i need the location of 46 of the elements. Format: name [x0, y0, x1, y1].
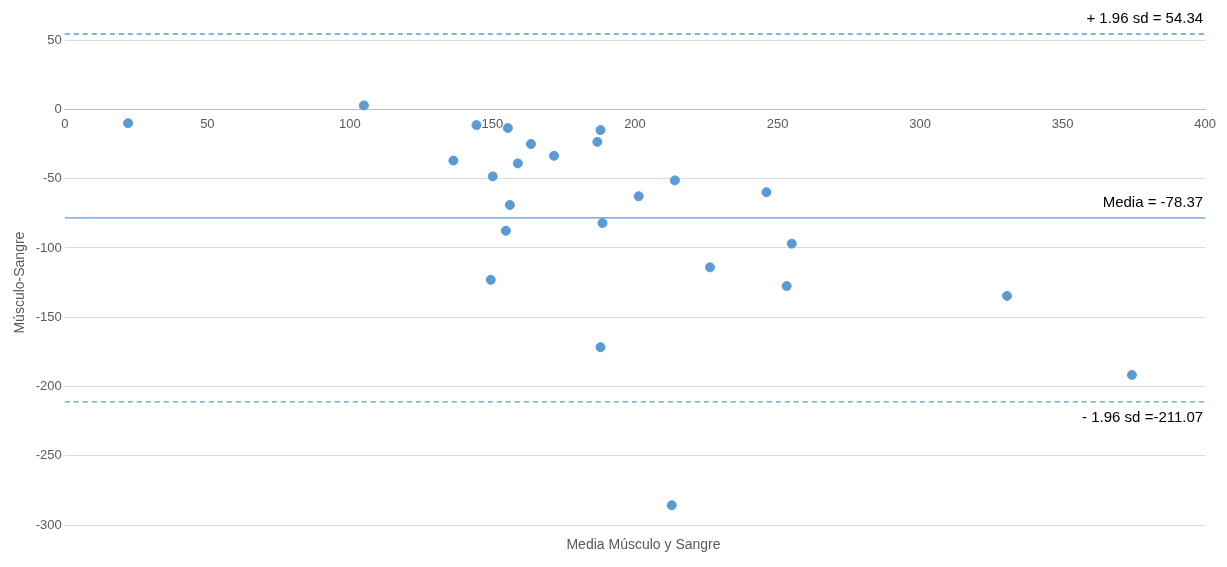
- y-tick-label: -250: [35, 447, 62, 463]
- point: [595, 125, 606, 136]
- point: [502, 123, 513, 134]
- point: [592, 136, 603, 147]
- ref-line-label: - 1.96 sd =-211.07: [1082, 407, 1204, 425]
- point: [549, 150, 560, 161]
- point: [781, 281, 792, 292]
- ref-line-label: Media = -78.37: [1102, 192, 1204, 210]
- point: [669, 175, 680, 186]
- y-tick-label: -50: [43, 170, 62, 186]
- point: [633, 191, 644, 202]
- point: [761, 187, 772, 198]
- point: [525, 138, 536, 149]
- y-tick-label: -300: [35, 516, 62, 532]
- point: [358, 100, 369, 111]
- point: [704, 262, 715, 273]
- point: [123, 118, 134, 129]
- x-tick-label: 100: [339, 115, 361, 131]
- point: [786, 238, 797, 249]
- point: [666, 500, 677, 511]
- x-tick-label: 250: [766, 115, 789, 131]
- x-tick-label: 50: [200, 115, 215, 131]
- y-tick-label: -100: [35, 239, 62, 255]
- x-tick-label: 350: [1051, 115, 1074, 131]
- y-tick-label: -200: [35, 378, 62, 394]
- point: [471, 120, 482, 131]
- y-axis-title: Músculo-Sangre: [11, 231, 28, 334]
- x-tick-label: 200: [624, 115, 646, 131]
- point: [504, 199, 515, 210]
- point: [500, 225, 511, 236]
- y-tick-label: -150: [35, 308, 62, 324]
- x-axis-title: Media Músculo y Sangre: [565, 536, 722, 552]
- y-tick-label: 0: [54, 100, 62, 116]
- point: [512, 158, 523, 169]
- x-tick-label: 150: [481, 115, 504, 131]
- point: [595, 342, 606, 353]
- point: [487, 171, 498, 182]
- point: [448, 155, 459, 166]
- point: [1126, 369, 1137, 380]
- point: [1002, 290, 1013, 301]
- point: [485, 274, 496, 285]
- x-tick-label: 400: [1194, 115, 1217, 131]
- point: [597, 217, 608, 228]
- y-tick-label: 50: [47, 31, 62, 47]
- x-tick-label: 300: [909, 115, 931, 131]
- ref-line-label: + 1.96 sd = 54.34: [1086, 8, 1204, 26]
